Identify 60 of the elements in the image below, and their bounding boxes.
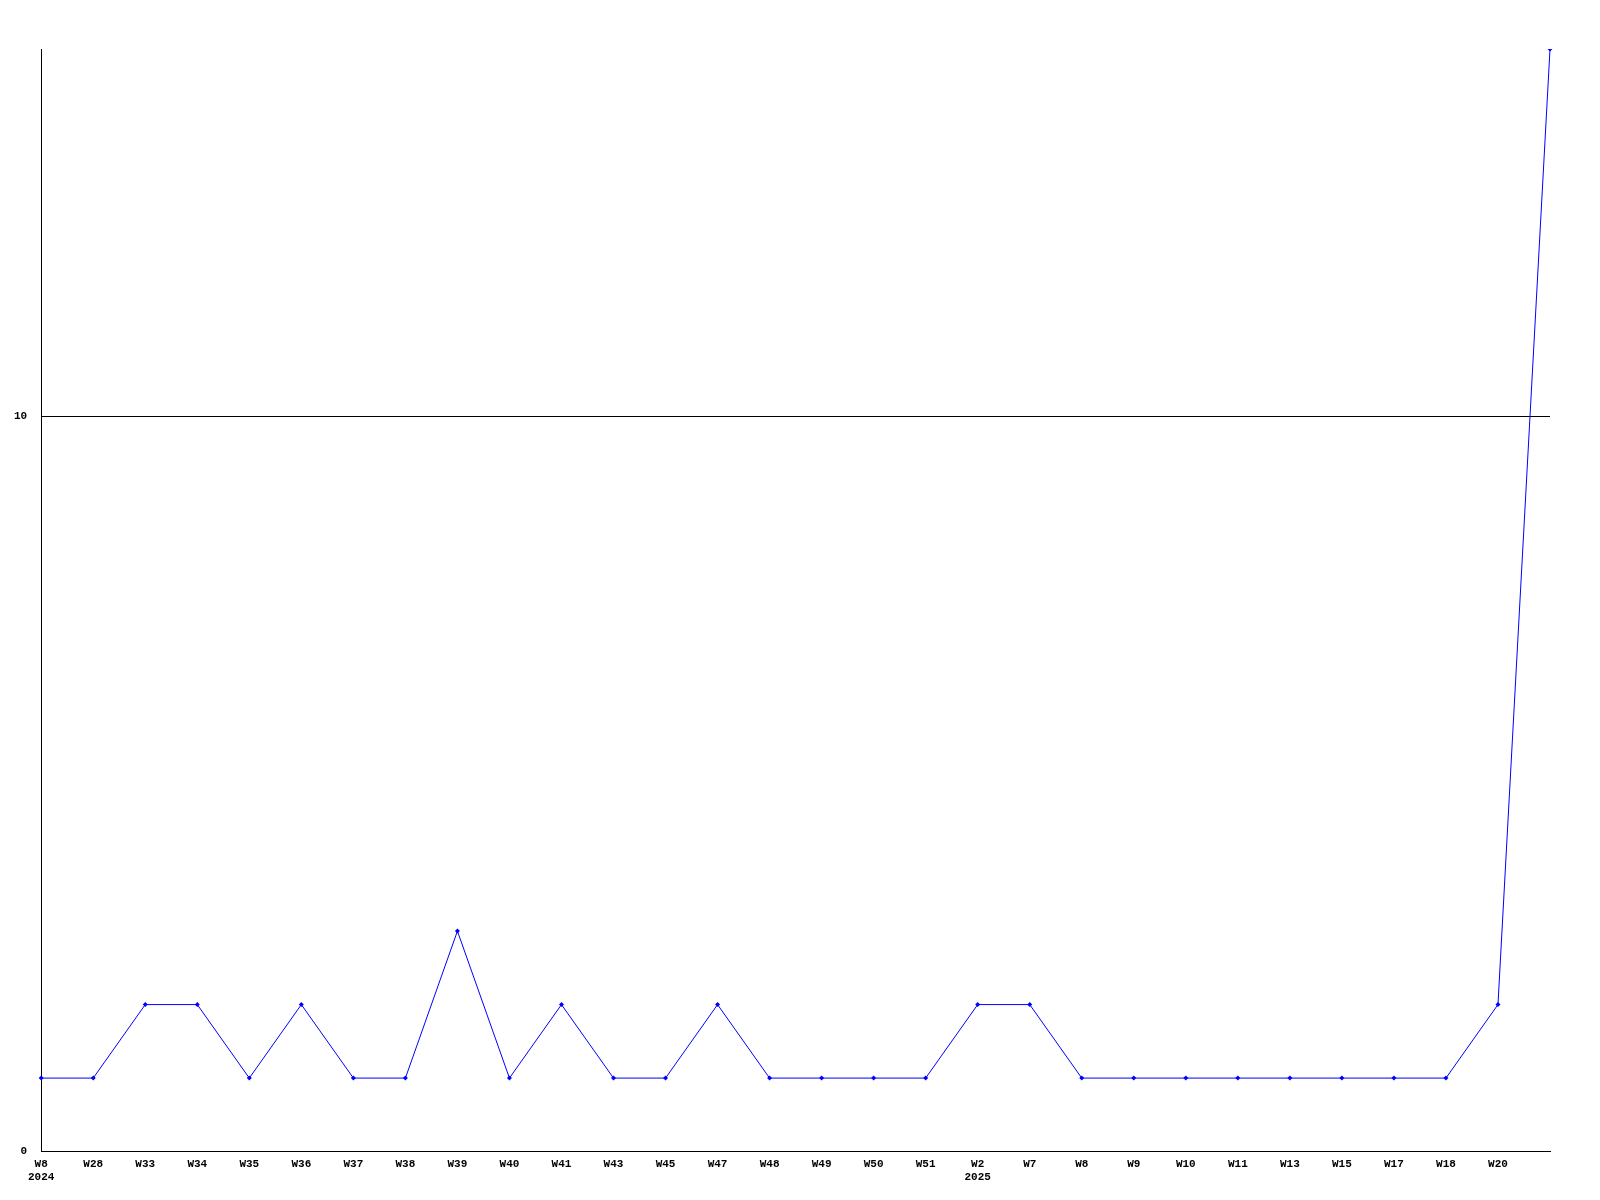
x-tick-label: W10 <box>1175 1157 1196 1170</box>
y-tick-label: 0 <box>20 1145 28 1158</box>
point <box>1339 1075 1345 1081</box>
x-tick-label: W38 <box>395 1157 416 1170</box>
x-tick-label: W50 <box>863 1157 884 1170</box>
point <box>1235 1075 1241 1081</box>
x-tick-label: W13 <box>1279 1157 1301 1170</box>
x-tick-label: W2 2025 <box>964 1157 992 1184</box>
point <box>402 1075 408 1081</box>
point <box>142 1002 148 1008</box>
x-tick-label: W7 <box>1023 1157 1037 1170</box>
x-tick-label: W37 <box>343 1157 364 1170</box>
x-tick-label: W51 <box>915 1157 936 1170</box>
point <box>611 1075 617 1081</box>
x-tick-label: W34 <box>187 1157 208 1170</box>
x-tick-label: W20 <box>1488 1157 1508 1170</box>
x-tick-label: W35 <box>239 1157 260 1170</box>
x-tick-label: W48 <box>759 1157 780 1170</box>
point <box>90 1075 96 1081</box>
point <box>923 1075 929 1081</box>
point <box>558 1002 564 1008</box>
x-tick-label: W39 <box>447 1157 468 1170</box>
x-tick-label: W41 <box>551 1157 572 1170</box>
x-tick-label: W17 <box>1384 1157 1404 1170</box>
point <box>1495 1002 1501 1008</box>
point <box>715 1002 721 1008</box>
point <box>975 1002 981 1008</box>
point <box>1079 1075 1085 1081</box>
x-tick-label: W36 <box>291 1157 312 1170</box>
x-tick-label: W33 <box>135 1157 156 1170</box>
point <box>1183 1075 1189 1081</box>
point <box>454 928 460 934</box>
x-tick-label: W11 <box>1227 1157 1249 1170</box>
x-tick-label: W15 <box>1331 1157 1353 1170</box>
x-tick-label: W47 <box>707 1157 728 1170</box>
point <box>871 1075 877 1081</box>
y-tick-label: 10 <box>14 410 28 423</box>
x-tick-label: W45 <box>655 1157 676 1170</box>
point <box>38 1075 44 1081</box>
x-tick-label: W18 <box>1436 1157 1457 1170</box>
x-tick-label: W40 <box>499 1157 520 1170</box>
point <box>819 1075 825 1081</box>
x-tick-label: W28 <box>83 1157 104 1170</box>
x-tick-label: W9 <box>1127 1157 1141 1170</box>
point <box>1391 1075 1397 1081</box>
point <box>1287 1075 1293 1081</box>
x-tick-label: W49 <box>811 1157 832 1170</box>
point <box>246 1075 252 1081</box>
point <box>767 1075 773 1081</box>
x-tick-label: W43 <box>603 1157 624 1170</box>
x-tick-label: W8 <box>1075 1157 1089 1170</box>
point <box>1131 1075 1137 1081</box>
point <box>1443 1075 1449 1081</box>
point <box>1027 1002 1033 1008</box>
point <box>663 1075 669 1081</box>
x-tick-label: W8 2024 <box>28 1157 55 1184</box>
point <box>298 1002 304 1008</box>
point <box>506 1075 512 1081</box>
point <box>194 1002 200 1008</box>
point <box>350 1075 356 1081</box>
